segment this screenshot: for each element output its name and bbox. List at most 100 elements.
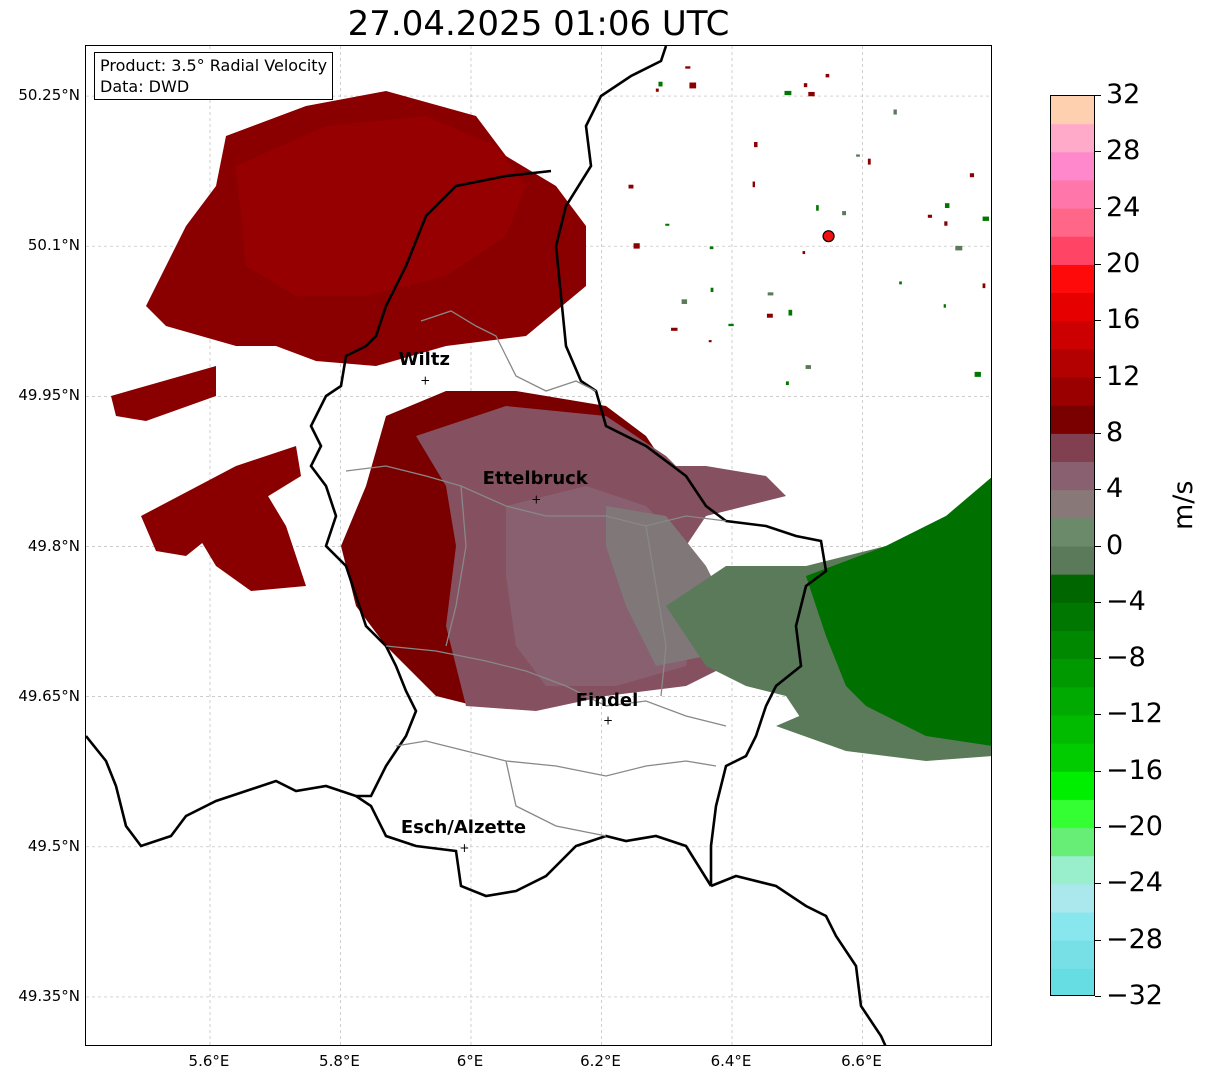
colorbar-segment [1051, 518, 1094, 547]
colorbar-segment [1051, 828, 1094, 857]
colorbar-tick-label: 12 [1106, 360, 1141, 392]
colorbar-tick-mark [1095, 827, 1101, 829]
echo-speck [784, 90, 792, 96]
echo-speck [685, 66, 691, 69]
lon-label: 6.2°E [580, 1052, 621, 1070]
city-marker-icon: + [603, 714, 613, 728]
border-germany-lux-north [554, 46, 828, 886]
colorbar-tick-label: −4 [1106, 585, 1146, 617]
echo-speck [628, 184, 634, 189]
colorbar-tick-mark [1095, 207, 1101, 209]
colorbar-tick-label: 4 [1106, 473, 1124, 505]
echo-speck [867, 158, 871, 165]
colorbar-segment [1051, 940, 1094, 970]
lon-label: 5.6°E [188, 1052, 230, 1070]
colorbar-segment [1051, 405, 1094, 435]
colorbar-tick-label: −8 [1106, 642, 1146, 674]
lat-label: 49.35°N [18, 986, 80, 1005]
colorbar-segment [1051, 208, 1094, 238]
map-title: 27.04.2025 01:06 UTC [347, 4, 730, 44]
colorbar-tick-mark [1095, 376, 1101, 378]
colorbar-segment [1051, 236, 1094, 266]
colorbar-tick-mark [1095, 714, 1101, 716]
echo-speck [842, 211, 847, 216]
colorbar-tick-mark [1095, 151, 1101, 153]
echo-speck [710, 287, 714, 292]
city-marker-icon: + [420, 373, 430, 387]
colorbar-segment [1051, 293, 1094, 322]
echo-speck [754, 142, 758, 148]
colorbar [1050, 95, 1095, 996]
map-panel[interactable]: + + + + [85, 45, 992, 1046]
colorbar-tick-label: −20 [1106, 811, 1163, 843]
colorbar-tick-mark [1095, 489, 1101, 491]
colorbar-tick-mark [1095, 939, 1101, 941]
colorbar-tick-mark [1095, 883, 1101, 885]
colorbar-unit: m/s [1168, 480, 1199, 530]
city-label: Findel [575, 689, 639, 711]
colorbar-segment [1051, 771, 1094, 801]
colorbar-segment [1051, 715, 1094, 745]
city-label: Esch/Alzette [400, 816, 527, 838]
colorbar-segment [1051, 152, 1094, 181]
colorbar-tick-mark [1095, 263, 1101, 265]
district-south-2 [505, 760, 607, 837]
echo-speck [671, 327, 678, 331]
echo-speck [802, 251, 806, 255]
colorbar-segment [1051, 630, 1094, 660]
echo-speck [899, 281, 902, 285]
colorbar-tick-label: −24 [1106, 867, 1163, 899]
colorbar-tick-mark [1095, 545, 1101, 547]
radar-site-marker[interactable] [822, 230, 835, 243]
colorbar-segment [1051, 433, 1094, 463]
colorbar-tick-mark [1095, 770, 1101, 772]
echo-speck [944, 203, 950, 208]
echo-speck [955, 245, 963, 251]
product-label: Product: 3.5° Radial Velocity [100, 56, 328, 75]
colorbar-tick-label: 28 [1106, 135, 1141, 167]
colorbar-tick-mark [1095, 996, 1101, 997]
echo-approach-green [806, 477, 991, 746]
echo-speck [816, 205, 819, 211]
echo-speck [689, 82, 697, 89]
colorbar-tick-label: 8 [1106, 416, 1124, 448]
district-west [445, 485, 467, 647]
colorbar-tick-mark [1095, 601, 1101, 603]
lat-label: 49.5°N [27, 836, 80, 855]
echo-speck [767, 292, 774, 296]
colorbar-tick-label: 24 [1106, 191, 1141, 223]
echo-speck [805, 365, 811, 369]
colorbar-segment [1051, 180, 1094, 210]
lat-label: 50.1°N [27, 236, 80, 255]
colorbar-segment [1051, 743, 1094, 773]
colorbar-segment [1051, 546, 1094, 576]
colorbar-tick-mark [1095, 432, 1101, 434]
country-borders [86, 46, 887, 1045]
echo-speck [982, 283, 986, 289]
border-france-lux [86, 735, 713, 898]
lat-label: 49.65°N [18, 686, 80, 705]
echo-speck [944, 221, 948, 226]
colorbar-segment [1051, 349, 1094, 379]
echo-speck [788, 309, 793, 316]
echo-speck [633, 243, 640, 249]
echo-speck [927, 214, 933, 218]
echo-approach-green-south [776, 696, 991, 761]
info-box: Product: 3.5° Radial Velocity Data: DWD [94, 52, 334, 100]
city-label: Ettelbruck [482, 468, 588, 490]
colorbar-segment [1051, 574, 1094, 604]
echo-speck [785, 381, 789, 386]
radar-map[interactable]: + + + + [86, 46, 992, 1046]
echo-speck [974, 371, 981, 377]
echo-speck [982, 216, 989, 221]
colorbar-segment [1051, 96, 1094, 125]
data-source-label: Data: DWD [100, 77, 190, 96]
echo-speck [808, 91, 815, 97]
colorbar-tick-label: 0 [1106, 529, 1124, 561]
echo-speck [856, 154, 860, 157]
lon-label: 5.8°E [319, 1052, 360, 1070]
echo-speck [708, 340, 712, 343]
colorbar-tick-label: −28 [1106, 923, 1163, 955]
colorbar-segment [1051, 602, 1094, 632]
echo-speck [681, 299, 688, 304]
